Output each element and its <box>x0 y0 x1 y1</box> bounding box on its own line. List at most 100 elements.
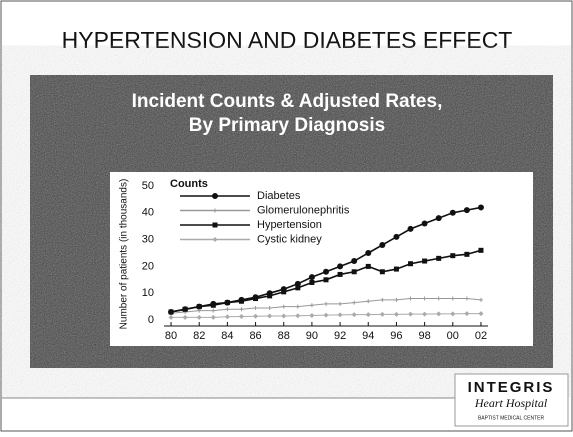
point <box>225 307 230 312</box>
point <box>212 237 218 242</box>
point <box>295 304 300 309</box>
point <box>196 304 202 310</box>
point <box>379 311 385 317</box>
point <box>168 309 174 315</box>
y-tick-label: 0 <box>148 314 154 326</box>
point <box>337 271 343 277</box>
point <box>267 305 272 310</box>
y-axis-label: Number of patients (in thousands) <box>119 179 130 330</box>
point <box>449 209 456 216</box>
y-tick-label: 40 <box>142 207 154 219</box>
point <box>436 296 441 301</box>
point <box>295 313 301 319</box>
point <box>366 299 371 304</box>
x-tick-label: 00 <box>447 330 459 342</box>
point <box>351 258 358 265</box>
point <box>323 268 329 275</box>
point <box>393 311 399 317</box>
point <box>394 297 399 302</box>
point <box>338 301 343 306</box>
logo-tagline: Heart Hospital <box>474 396 548 410</box>
x-tick-label: 92 <box>334 330 346 342</box>
x-tick-label: 02 <box>475 330 487 342</box>
point <box>281 289 287 295</box>
point <box>365 250 372 256</box>
point <box>212 222 218 228</box>
subtitle-line: Incident Counts & Adjusted Rates, <box>132 91 443 112</box>
x-tick-label: 90 <box>306 330 318 342</box>
point <box>212 193 218 199</box>
x-tick-label: 96 <box>390 330 402 342</box>
point <box>422 258 428 264</box>
point <box>253 296 259 302</box>
point <box>309 312 315 318</box>
point <box>450 253 456 259</box>
point <box>295 285 301 291</box>
point <box>239 307 244 312</box>
point <box>408 311 414 317</box>
x-tick-label: 80 <box>165 330 177 342</box>
point <box>182 314 188 320</box>
x-tick-label: 84 <box>221 330 233 342</box>
point <box>408 296 413 301</box>
point <box>365 312 371 318</box>
slide-title: HYPERTENSION AND DIABETES EFFECT <box>62 27 513 53</box>
point <box>323 312 329 318</box>
x-tick-label: 94 <box>362 330 374 342</box>
point <box>393 233 400 240</box>
logo-name: INTEGRIS <box>468 379 555 396</box>
point <box>294 280 301 287</box>
point <box>196 314 202 320</box>
point <box>379 241 386 248</box>
point <box>464 311 470 317</box>
point <box>211 308 216 313</box>
chart-title: Counts <box>170 178 208 190</box>
point <box>224 300 230 306</box>
point <box>351 269 357 275</box>
point <box>309 279 315 285</box>
point <box>435 215 442 222</box>
point <box>365 263 371 269</box>
point <box>281 304 286 309</box>
point <box>168 314 174 320</box>
point <box>478 247 484 253</box>
chart-box <box>110 172 533 346</box>
point <box>197 308 202 313</box>
point <box>253 305 258 310</box>
point <box>267 313 273 319</box>
point <box>450 311 456 317</box>
point <box>238 298 244 304</box>
y-tick-label: 50 <box>142 180 154 192</box>
point <box>309 303 314 308</box>
y-tick-label: 10 <box>142 287 154 299</box>
point <box>436 311 442 317</box>
point <box>408 261 414 267</box>
point <box>224 314 230 320</box>
point <box>422 311 428 317</box>
point <box>281 313 287 319</box>
y-tick-label: 20 <box>142 260 154 272</box>
x-tick-label: 98 <box>418 330 430 342</box>
point <box>380 297 385 302</box>
point <box>324 301 328 306</box>
point <box>478 297 483 302</box>
legend-label: Glomerulonephritis <box>257 204 350 216</box>
point <box>238 314 244 320</box>
point <box>351 312 357 318</box>
point <box>267 293 273 299</box>
subtitle-line: By Primary Diagnosis <box>189 115 385 136</box>
point <box>253 313 259 319</box>
point <box>477 204 484 211</box>
point <box>210 314 216 320</box>
x-tick-label: 86 <box>249 330 261 342</box>
logo-subtag: BAPTIST MEDICAL CENTER <box>478 415 545 421</box>
point <box>210 302 216 308</box>
point <box>478 311 484 317</box>
point <box>393 266 399 272</box>
legend-label: Hypertension <box>257 219 322 231</box>
legend-label: Cystic kidney <box>257 233 322 245</box>
point <box>308 274 315 281</box>
point <box>436 255 442 261</box>
point <box>450 296 455 301</box>
